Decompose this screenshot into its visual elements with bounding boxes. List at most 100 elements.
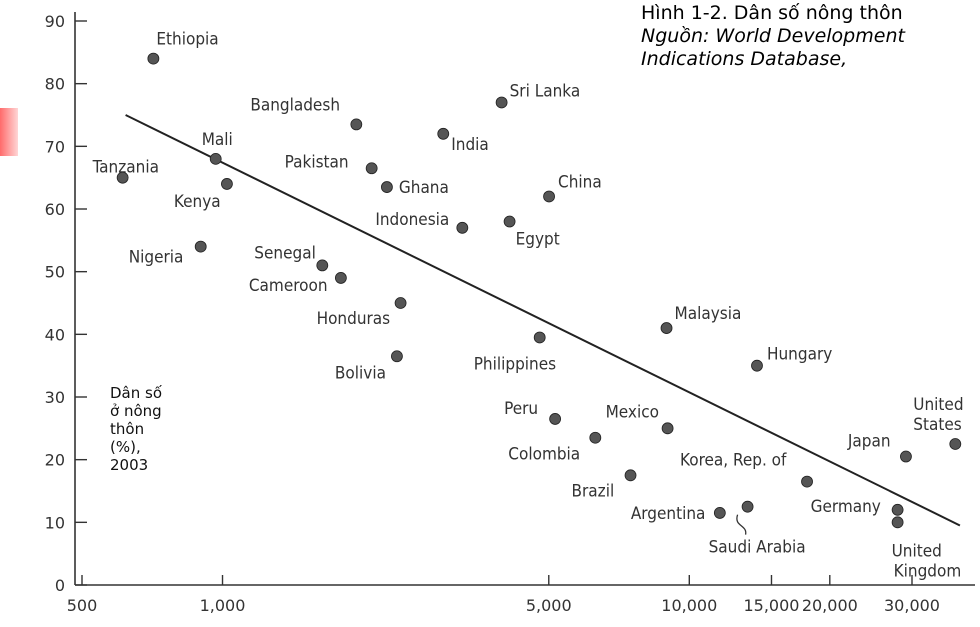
data-point <box>751 359 763 372</box>
data-point <box>147 52 160 65</box>
point-label: Tanzania <box>92 158 159 178</box>
point-label: Honduras <box>317 309 391 329</box>
point-label-line: States <box>913 415 961 435</box>
y-tick-label: 90 <box>45 12 65 31</box>
points-group: Ethiopia Tanzania Mali Kenya Nigeria Banglade… <box>92 30 964 582</box>
y-tick-label: 80 <box>45 75 65 94</box>
point-label: China <box>558 172 602 192</box>
data-point <box>949 438 962 450</box>
axes: 0 10 20 30 40 50 60 70 80 90 500 1,000 5,000 10,000 15… <box>45 12 975 615</box>
trend-line-group <box>125 114 961 527</box>
y-tick-label: 30 <box>45 388 65 407</box>
point-label-line: Kingdom <box>894 561 962 581</box>
data-point <box>543 190 555 203</box>
data-point <box>533 331 546 344</box>
trend-line <box>125 114 961 527</box>
x-tick-label: 30,000 <box>884 596 940 615</box>
x-tick-label: 1,000 <box>200 596 246 615</box>
y-tick-label: 40 <box>45 325 65 344</box>
data-point <box>660 322 673 334</box>
data-point <box>495 96 508 109</box>
data-point <box>316 259 329 272</box>
data-point <box>900 450 912 463</box>
data-point <box>589 431 602 444</box>
y-axis-label-line: Dân số <box>110 384 163 402</box>
point-label: Hungary <box>767 345 832 365</box>
y-tick-label: 10 <box>45 513 65 532</box>
point-label: United States <box>913 395 963 435</box>
point-label: Brazil <box>572 481 615 501</box>
data-point <box>713 507 726 519</box>
point-label: Bangladesh <box>250 95 340 115</box>
data-point <box>891 516 904 529</box>
source-line-1: Nguồn: World Development <box>641 25 905 47</box>
x-tick-label: 5,000 <box>526 596 572 615</box>
y-axis-label-line: (%), <box>110 438 141 456</box>
point-label: Argentina <box>631 504 706 524</box>
point-label: Peru <box>504 399 538 419</box>
point-label: Cameroon <box>249 276 328 296</box>
data-point <box>741 500 754 513</box>
red-edge-mark <box>0 108 18 156</box>
point-label: India <box>451 135 489 155</box>
data-point <box>221 178 233 190</box>
x-tick-label: 15,000 <box>743 596 799 615</box>
data-point <box>801 475 813 488</box>
chart-title: Hình 1-2. Dân số nông thôn <box>641 2 903 24</box>
data-point <box>624 469 637 482</box>
data-point <box>334 272 347 284</box>
y-tick-label: 50 <box>45 263 65 282</box>
data-point <box>456 221 469 234</box>
y-tick-label: 70 <box>45 137 65 156</box>
point-label: Senegal <box>254 243 316 263</box>
y-axis-label-line: thôn <box>110 420 145 438</box>
chart-title-block: Hình 1-2. Dân số nông thôn Nguồn: World … <box>641 2 905 71</box>
x-tick-label: 20,000 <box>802 596 858 615</box>
x-tick-label: 500 <box>67 596 98 615</box>
data-point <box>194 240 207 253</box>
point-label-line: United <box>892 541 942 561</box>
source-line-2: Indications Database, <box>641 48 848 70</box>
y-axis-label-line: ở nông <box>110 402 162 420</box>
point-label: Sri Lanka <box>510 81 581 101</box>
point-label: Colombia <box>508 445 580 465</box>
point-label: Ethiopia <box>156 30 218 50</box>
data-point <box>891 503 904 516</box>
point-label: Nigeria <box>129 248 184 268</box>
data-point <box>116 171 129 184</box>
point-label: Korea, Rep. of <box>680 451 787 471</box>
data-point <box>661 422 674 435</box>
point-label: Bolivia <box>335 363 386 383</box>
point-label: Egypt <box>516 230 560 250</box>
point-label: Germany <box>811 497 881 517</box>
data-point <box>391 350 403 363</box>
y-tick-label: 60 <box>45 200 65 219</box>
point-label: Philippines <box>474 354 556 374</box>
point-label: United Kingdom <box>892 541 962 581</box>
saudi-arabia-leader-line <box>736 514 747 535</box>
x-tick-label: 10,000 <box>661 596 717 615</box>
data-point <box>394 297 407 309</box>
point-label: Pakistan <box>285 152 349 172</box>
point-label: Kenya <box>174 192 221 212</box>
y-tick-label: 0 <box>55 576 65 595</box>
data-point <box>549 413 562 425</box>
point-label: Indonesia <box>375 210 449 230</box>
y-tick-label: 20 <box>45 451 65 470</box>
data-point <box>381 181 393 193</box>
data-point <box>365 162 378 175</box>
data-point <box>350 118 363 131</box>
point-label: Malaysia <box>675 304 742 324</box>
data-point <box>209 152 222 165</box>
point-label-line: United <box>913 395 963 415</box>
point-label: Ghana <box>399 178 449 198</box>
y-axis-label: Dân số ở nông thôn (%), 2003 <box>110 384 190 474</box>
point-label: Japan <box>847 432 891 452</box>
point-label: Mexico <box>606 402 659 422</box>
data-point <box>503 215 516 228</box>
point-label: Saudi Arabia <box>709 538 806 558</box>
data-point <box>437 127 450 140</box>
point-label: Mali <box>202 130 233 150</box>
y-axis-label-line: 2003 <box>110 456 149 474</box>
